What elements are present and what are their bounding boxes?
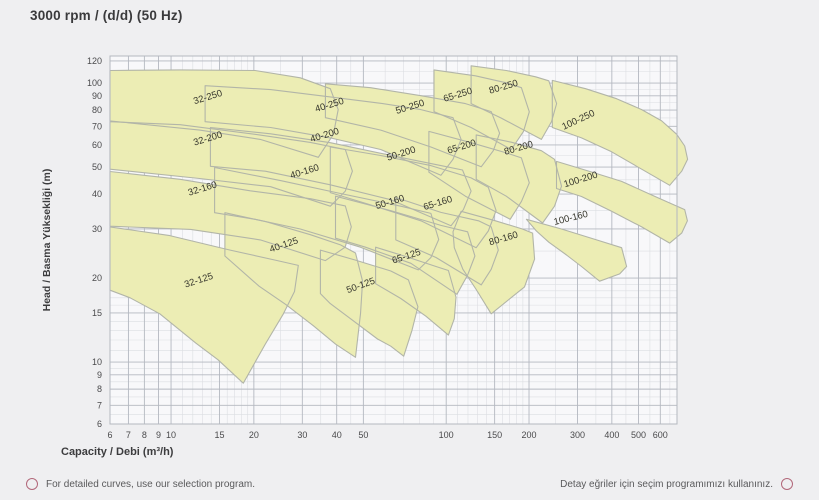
- x-tick-label-6: 6: [107, 430, 112, 440]
- y-tick-label-100: 100: [87, 78, 102, 88]
- y-tick-label-6: 6: [97, 419, 102, 429]
- x-tick-label-8: 8: [142, 430, 147, 440]
- pump-region-outline-65-200: [428, 130, 530, 220]
- pump-region-outline-100-200: [555, 160, 688, 244]
- y-tick-label-30: 30: [92, 224, 102, 234]
- y-tick-label-80: 80: [92, 105, 102, 115]
- x-tick-label-10: 10: [166, 430, 176, 440]
- pump-region-outline-65-125: [375, 246, 457, 336]
- y-tick-label-9: 9: [97, 370, 102, 380]
- y-axis-title: Head / Basma Yüksekliği (m): [41, 168, 53, 312]
- y-tick-label-70: 70: [92, 121, 102, 131]
- x-tick-label-20: 20: [249, 430, 259, 440]
- pump-region-outline-65-250: [433, 69, 530, 151]
- x-tick-label-50: 50: [358, 430, 368, 440]
- pump-region-outline-80-250: [470, 65, 558, 140]
- pump-region-outline-80-160: [452, 210, 536, 315]
- y-tick-label-50: 50: [92, 162, 102, 172]
- x-tick-label-100: 100: [439, 430, 454, 440]
- x-axis-title: Capacity / Debi (m³/h): [61, 446, 174, 458]
- x-tick-label-7: 7: [126, 430, 131, 440]
- pump-region-outline-32-200: [109, 121, 353, 207]
- footer-note-tr: Detay eğriler için seçim programımızı ku…: [560, 478, 773, 490]
- pump-region-outline-100-160: [525, 218, 628, 282]
- selection-program-icon-tr: [781, 478, 793, 490]
- y-tick-label-40: 40: [92, 189, 102, 199]
- pump-region-outline-32-250: [109, 69, 339, 158]
- pump-region-fill-100-250: [552, 80, 688, 186]
- page-title: 3000 rpm / (d/d) (50 Hz): [30, 8, 183, 23]
- pump-region-fill-40-125: [224, 212, 363, 358]
- x-tick-label-150: 150: [487, 430, 502, 440]
- y-tick-label-120: 120: [87, 56, 102, 66]
- x-tick-label-15: 15: [214, 430, 224, 440]
- pump-region-fill-100-160: [526, 219, 627, 282]
- pump-region-outline-32-160: [109, 170, 352, 262]
- y-tick-label-20: 20: [92, 273, 102, 283]
- footer: For detailed curves, use our selection p…: [0, 478, 819, 490]
- pump-region-fill-100-200: [556, 161, 688, 244]
- selection-program-icon: [26, 478, 38, 490]
- pump-region-outline-65-160: [395, 196, 499, 286]
- x-tick-label-300: 300: [570, 430, 585, 440]
- pump-region-outline-100-250: [551, 79, 689, 186]
- footer-note-en-wrap: For detailed curves, use our selection p…: [26, 478, 255, 490]
- x-tick-label-9: 9: [156, 430, 161, 440]
- pump-region-outline-80-200: [475, 134, 563, 224]
- pump-region-outline-32-125: [109, 226, 299, 384]
- y-tick-label-10: 10: [92, 357, 102, 367]
- pump-region-outline-50-160: [334, 195, 476, 295]
- pump-region-fill-80-200: [476, 134, 562, 223]
- pump-region-fill-65-125: [375, 247, 456, 336]
- x-tick-label-600: 600: [653, 430, 668, 440]
- footer-note-en: For detailed curves, use our selection p…: [46, 478, 255, 490]
- x-tick-label-500: 500: [631, 430, 646, 440]
- pump-region-outline-40-250: [204, 85, 462, 176]
- x-tick-label-30: 30: [297, 430, 307, 440]
- y-tick-label-90: 90: [92, 91, 102, 101]
- y-tick-label-60: 60: [92, 140, 102, 150]
- x-tick-label-200: 200: [522, 430, 537, 440]
- pump-range-chart: 32-25032-20032-16032-12540-25040-20040-1…: [87, 55, 689, 440]
- pump-region-fill-80-250: [471, 65, 557, 140]
- plot-border: [109, 55, 678, 425]
- x-tick-label-40: 40: [332, 430, 342, 440]
- y-tick-label-7: 7: [97, 400, 102, 410]
- pump-region-outline-50-125: [319, 249, 419, 357]
- pump-region-outline-40-200: [209, 126, 472, 227]
- y-tick-label-15: 15: [92, 308, 102, 318]
- y-tick-label-8: 8: [97, 384, 102, 394]
- pump-region-outline-50-200: [329, 146, 497, 249]
- x-tick-label-400: 400: [604, 430, 619, 440]
- pump-region-outline-40-125: [224, 212, 364, 358]
- footer-note-tr-wrap: Detay eğriler için seçim programımızı ku…: [560, 478, 793, 490]
